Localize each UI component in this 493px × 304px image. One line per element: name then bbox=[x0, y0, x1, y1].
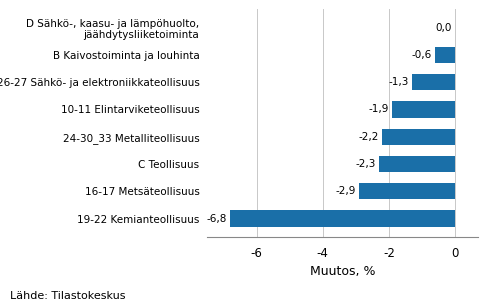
X-axis label: Muutos, %: Muutos, % bbox=[310, 265, 375, 278]
Bar bbox=[379, 156, 455, 172]
Text: 0,0: 0,0 bbox=[435, 23, 452, 33]
Text: -2,3: -2,3 bbox=[355, 159, 376, 169]
Text: -2,9: -2,9 bbox=[336, 186, 356, 196]
Text: -6,8: -6,8 bbox=[207, 214, 227, 223]
Bar bbox=[359, 183, 455, 199]
Bar bbox=[382, 129, 455, 145]
Text: -2,2: -2,2 bbox=[358, 132, 379, 142]
Text: -1,3: -1,3 bbox=[388, 77, 409, 87]
Bar bbox=[392, 101, 455, 118]
Text: -0,6: -0,6 bbox=[412, 50, 432, 60]
Text: Lähde: Tilastokeskus: Lähde: Tilastokeskus bbox=[10, 291, 125, 301]
Text: -1,9: -1,9 bbox=[369, 105, 389, 115]
Bar bbox=[230, 210, 455, 227]
Bar bbox=[435, 47, 455, 63]
Bar bbox=[412, 74, 455, 90]
